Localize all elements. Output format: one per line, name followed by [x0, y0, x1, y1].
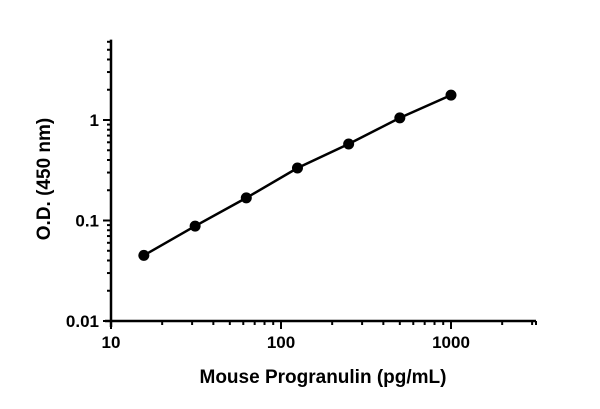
- x-axis: 10 100 1000: [102, 319, 537, 352]
- data-point: [343, 138, 355, 150]
- y-tick-label: 0.01: [66, 312, 99, 331]
- y-tick-label: 0.1: [75, 212, 99, 231]
- data-point: [189, 220, 201, 232]
- x-tick-label: 100: [267, 333, 295, 352]
- data-point: [240, 192, 252, 204]
- data-series: [138, 89, 457, 261]
- y-axis: 0.01 0.1 1: [66, 39, 113, 331]
- y-tick-label: 1: [90, 111, 99, 130]
- x-axis-title: Mouse Progranulin (pg/mL): [200, 367, 447, 388]
- data-point: [138, 249, 150, 261]
- data-point: [445, 89, 457, 101]
- x-tick-label: 1000: [432, 333, 470, 352]
- data-point: [394, 112, 406, 124]
- y-axis-title: O.D. (450 nm): [34, 118, 55, 240]
- data-point: [291, 162, 303, 174]
- x-tick-label: 10: [102, 333, 121, 352]
